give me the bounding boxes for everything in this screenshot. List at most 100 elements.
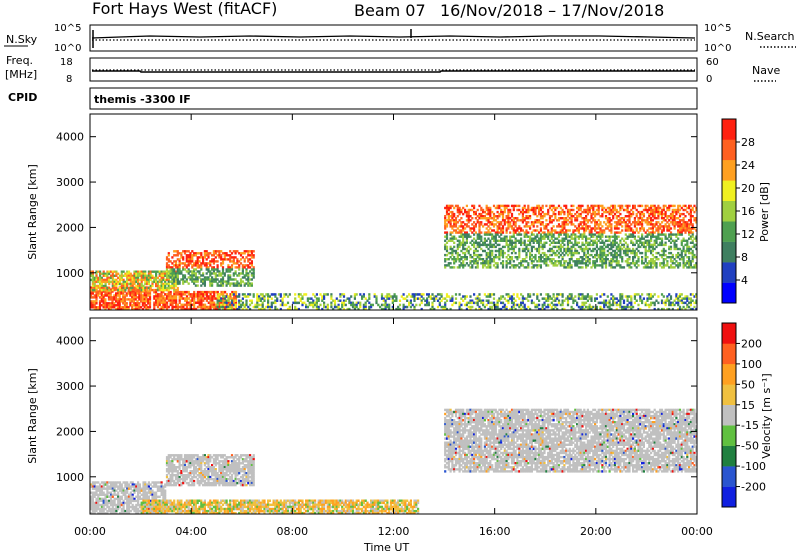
range-time-cell [500, 210, 503, 214]
range-time-cell [473, 251, 476, 255]
range-time-cell [574, 225, 577, 228]
range-time-cell [444, 258, 447, 261]
range-time-cell [521, 258, 524, 261]
range-time-cell [521, 299, 524, 302]
range-time-cell [657, 208, 660, 212]
range-time-cell [480, 239, 483, 242]
range-time-cell [97, 503, 100, 507]
range-time-cell [579, 266, 582, 269]
range-time-cell [568, 229, 571, 232]
range-time-cell [476, 241, 479, 244]
range-time-cell [445, 249, 449, 253]
range-time-cell [563, 264, 566, 267]
range-time-cell [444, 215, 447, 218]
range-time-cell [632, 251, 635, 255]
range-time-cell [498, 204, 501, 208]
range-time-cell [241, 266, 244, 269]
range-time-cell [615, 217, 618, 220]
range-time-cell [175, 303, 178, 307]
range-time-cell [213, 303, 216, 307]
range-time-cell [520, 227, 523, 230]
range-time-cell [303, 301, 306, 305]
range-time-cell [93, 306, 96, 309]
range-time-cell [359, 293, 362, 296]
range-time-cell [115, 294, 118, 297]
range-time-cell [650, 251, 653, 255]
range-time-cell [507, 247, 510, 251]
range-time-cell [539, 229, 542, 232]
range-time-cell [216, 260, 219, 263]
range-time-cell [176, 288, 179, 292]
range-time-cell [606, 305, 609, 309]
range-time-cell [608, 229, 611, 232]
range-time-cell [247, 276, 250, 279]
range-time-cell [586, 227, 589, 230]
range-time-cell [214, 252, 217, 255]
range-time-cell [642, 262, 645, 265]
range-time-cell [200, 297, 203, 300]
range-time-cell [693, 301, 696, 305]
range-time-cell [330, 305, 333, 309]
range-time-cell [610, 225, 613, 228]
range-time-cell [245, 307, 248, 311]
range-time-cell [514, 245, 517, 249]
range-time-cell [453, 229, 456, 232]
range-time-cell [621, 260, 624, 263]
range-time-cell [209, 290, 212, 294]
range-time-cell [664, 210, 667, 214]
range-time-cell [98, 292, 102, 295]
range-time-cell [590, 266, 593, 269]
range-time-cell [595, 231, 598, 234]
range-time-cell [530, 253, 533, 257]
range-time-cell [460, 208, 463, 212]
range-time-cell [370, 303, 373, 307]
range-time-cell [102, 306, 105, 309]
range-time-cell [552, 293, 555, 296]
range-time-cell [252, 305, 255, 309]
range-time-cell [158, 286, 161, 290]
range-time-cell [662, 295, 665, 298]
range-time-cell [171, 305, 174, 309]
range-time-cell [577, 293, 580, 296]
range-time-cell [570, 237, 573, 240]
range-time-cell [148, 300, 152, 303]
range-time-cell [500, 223, 503, 226]
range-time-cell [695, 247, 698, 251]
range-time-cell [202, 303, 205, 307]
range-time-cell [202, 293, 205, 296]
range-time-cell [583, 221, 586, 224]
range-time-cell [252, 276, 255, 279]
range-time-cell [563, 225, 566, 228]
range-time-cell [467, 212, 470, 216]
range-time-cell [249, 307, 252, 311]
range-time-cell [557, 256, 561, 259]
range-time-cell [216, 254, 219, 257]
range-time-cell [458, 307, 461, 311]
range-time-cell [619, 219, 622, 222]
range-time-cell [406, 295, 409, 298]
range-time-cell [138, 296, 141, 299]
range-time-cell [648, 206, 651, 210]
range-time-cell [603, 253, 606, 257]
range-time-cell [147, 270, 150, 273]
range-time-cell [650, 297, 653, 300]
range-time-cell [628, 262, 631, 265]
range-time-cell [221, 282, 225, 285]
range-time-cell [595, 212, 598, 216]
range-time-cell [115, 288, 118, 291]
range-time-cell [471, 301, 474, 305]
range-time-cell [601, 241, 604, 244]
range-time-cell [606, 221, 609, 224]
range-time-cell [505, 262, 508, 265]
range-time-cell [604, 260, 608, 263]
range-time-cell [482, 264, 485, 267]
range-time-cell [659, 212, 662, 216]
range-time-cell [604, 223, 608, 226]
range-time-cell [218, 299, 221, 302]
range-time-cell [583, 253, 586, 257]
range-time-cell [626, 235, 629, 238]
range-time-cell [202, 299, 205, 302]
range-time-cell [191, 266, 194, 269]
range-time-cell [234, 293, 238, 296]
range-time-cell [453, 225, 456, 228]
